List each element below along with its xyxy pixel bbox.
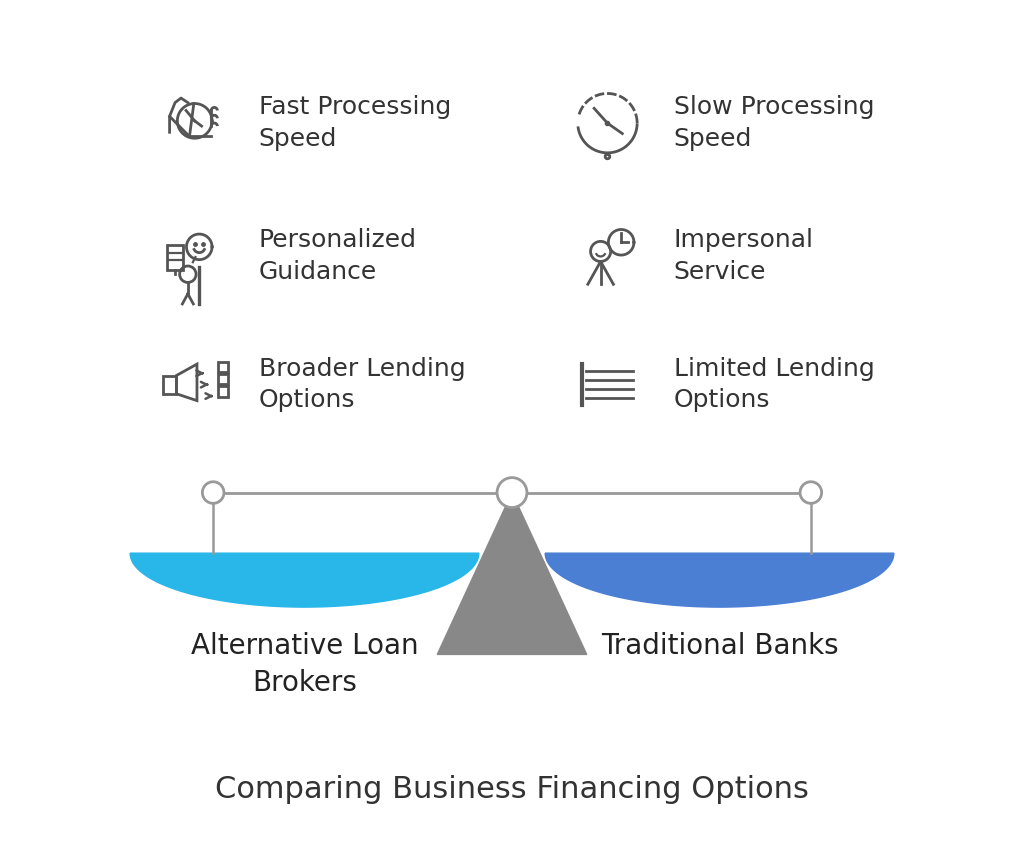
Circle shape bbox=[800, 482, 821, 503]
Bar bbox=[167, 245, 183, 270]
Text: Slow Processing
Speed: Slow Processing Speed bbox=[674, 95, 874, 151]
Polygon shape bbox=[437, 493, 587, 654]
Text: Impersonal
Service: Impersonal Service bbox=[674, 228, 814, 284]
Text: Limited Lending
Options: Limited Lending Options bbox=[674, 357, 874, 413]
Circle shape bbox=[203, 482, 224, 503]
Bar bbox=[217, 362, 227, 372]
Text: Alternative Loan
Brokers: Alternative Loan Brokers bbox=[190, 632, 418, 697]
Text: Comparing Business Financing Options: Comparing Business Financing Options bbox=[215, 775, 809, 803]
Text: Broader Lending
Options: Broader Lending Options bbox=[259, 357, 466, 413]
Bar bbox=[217, 374, 227, 384]
Circle shape bbox=[497, 478, 527, 507]
Polygon shape bbox=[545, 553, 894, 607]
Bar bbox=[217, 387, 227, 397]
Text: Fast Processing
Speed: Fast Processing Speed bbox=[259, 95, 451, 151]
Text: Personalized
Guidance: Personalized Guidance bbox=[259, 228, 417, 284]
Polygon shape bbox=[130, 553, 479, 607]
Text: Traditional Banks: Traditional Banks bbox=[601, 632, 839, 660]
Bar bbox=[163, 376, 176, 394]
